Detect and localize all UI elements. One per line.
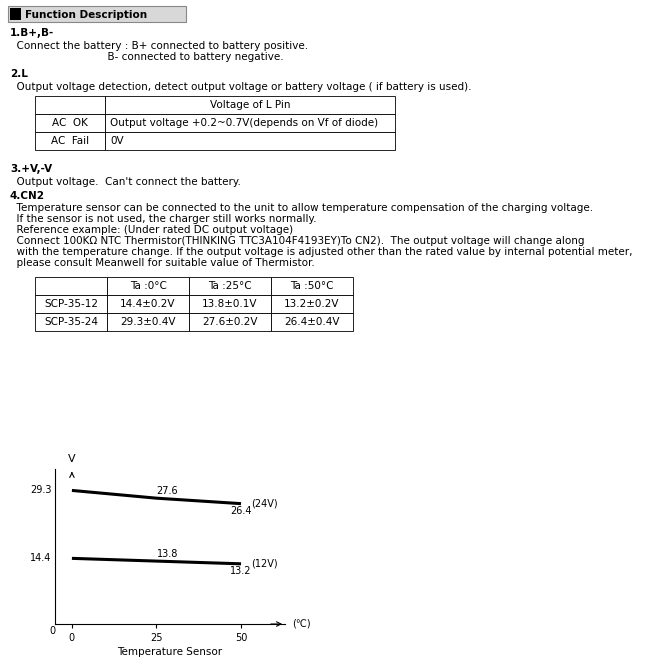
Bar <box>35 313 107 331</box>
Bar <box>35 96 105 114</box>
Text: 27.6: 27.6 <box>157 486 178 496</box>
Text: 14.4±0.2V: 14.4±0.2V <box>120 299 176 309</box>
Text: Voltage of L Pin: Voltage of L Pin <box>210 100 290 110</box>
Text: Output voltage +0.2~0.7V(depends on Vf of diode): Output voltage +0.2~0.7V(depends on Vf o… <box>110 118 378 128</box>
Text: Reference example: (Under rated DC output voltage): Reference example: (Under rated DC outpu… <box>10 225 293 235</box>
Text: 27.6±0.2V: 27.6±0.2V <box>202 317 258 327</box>
Bar <box>189 295 271 313</box>
Text: 26.4±0.4V: 26.4±0.4V <box>284 317 340 327</box>
Text: SCP-35-24: SCP-35-24 <box>44 317 98 327</box>
Text: 4.CN2: 4.CN2 <box>10 191 45 201</box>
Text: AC  Fail: AC Fail <box>51 136 89 146</box>
Text: Ta :0°C: Ta :0°C <box>129 281 166 291</box>
Text: 13.8±0.1V: 13.8±0.1V <box>202 299 258 309</box>
Bar <box>8 6 186 22</box>
Text: 3.+V,-V: 3.+V,-V <box>10 164 52 174</box>
Bar <box>107 295 189 313</box>
Bar <box>271 295 353 313</box>
Text: 29.3±0.4V: 29.3±0.4V <box>120 317 176 327</box>
Text: Ta :50°C: Ta :50°C <box>290 281 334 291</box>
Text: 1.B+,B-: 1.B+,B- <box>10 28 54 38</box>
Bar <box>105 96 395 114</box>
Bar <box>35 277 107 295</box>
Text: please consult Meanwell for suitable value of Thermistor.: please consult Meanwell for suitable val… <box>10 258 315 268</box>
Bar <box>189 277 271 295</box>
Text: 13.2±0.2V: 13.2±0.2V <box>284 299 340 309</box>
Bar <box>107 277 189 295</box>
Bar <box>189 313 271 331</box>
X-axis label: Temperature Sensor: Temperature Sensor <box>117 647 222 657</box>
Text: Connect 100KΩ NTC Thermistor(THINKING TTC3A104F4193EY)To CN2).  The output volta: Connect 100KΩ NTC Thermistor(THINKING TT… <box>10 236 584 246</box>
Text: 2.L: 2.L <box>10 69 28 79</box>
Text: AC  OK: AC OK <box>52 118 88 128</box>
Text: 26.4: 26.4 <box>230 506 252 516</box>
Bar <box>271 277 353 295</box>
Text: 0: 0 <box>49 626 55 637</box>
Text: (24V): (24V) <box>251 499 278 509</box>
Bar <box>107 313 189 331</box>
Text: with the temperature change. If the output voltage is adjusted other than the ra: with the temperature change. If the outp… <box>10 247 632 257</box>
Text: Ta :25°C: Ta :25°C <box>208 281 252 291</box>
Text: Function Description: Function Description <box>25 10 147 20</box>
Text: Output voltage.  Can't connect the battery.: Output voltage. Can't connect the batter… <box>10 177 241 187</box>
Text: B- connected to battery negative.: B- connected to battery negative. <box>10 52 283 62</box>
Text: (℃): (℃) <box>291 619 310 629</box>
Text: V: V <box>68 455 76 465</box>
Bar <box>35 132 105 150</box>
Text: SCP-35-12: SCP-35-12 <box>44 299 98 309</box>
Text: If the sensor is not used, the charger still works normally.: If the sensor is not used, the charger s… <box>10 214 316 224</box>
Text: Temperature sensor can be connected to the unit to allow temperature compensatio: Temperature sensor can be connected to t… <box>10 203 593 213</box>
Text: 13.8: 13.8 <box>157 549 178 559</box>
Text: Output voltage detection, detect output voltage or battery voltage ( if battery : Output voltage detection, detect output … <box>10 82 472 92</box>
Bar <box>105 114 395 132</box>
Text: 14.4: 14.4 <box>30 554 52 563</box>
Text: (12V): (12V) <box>251 559 278 569</box>
Text: 13.2: 13.2 <box>230 566 252 576</box>
Bar <box>271 313 353 331</box>
Bar <box>35 114 105 132</box>
Bar <box>10 8 21 20</box>
Text: Connect the battery : B+ connected to battery positive.: Connect the battery : B+ connected to ba… <box>10 41 308 51</box>
Bar <box>105 132 395 150</box>
Bar <box>35 295 107 313</box>
Text: 0V: 0V <box>110 136 124 146</box>
Text: 29.3: 29.3 <box>30 486 52 496</box>
